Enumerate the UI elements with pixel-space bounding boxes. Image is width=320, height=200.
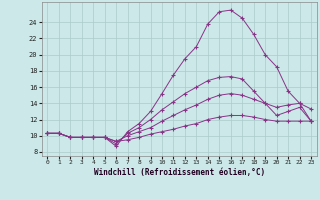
X-axis label: Windchill (Refroidissement éolien,°C): Windchill (Refroidissement éolien,°C) — [94, 168, 265, 177]
